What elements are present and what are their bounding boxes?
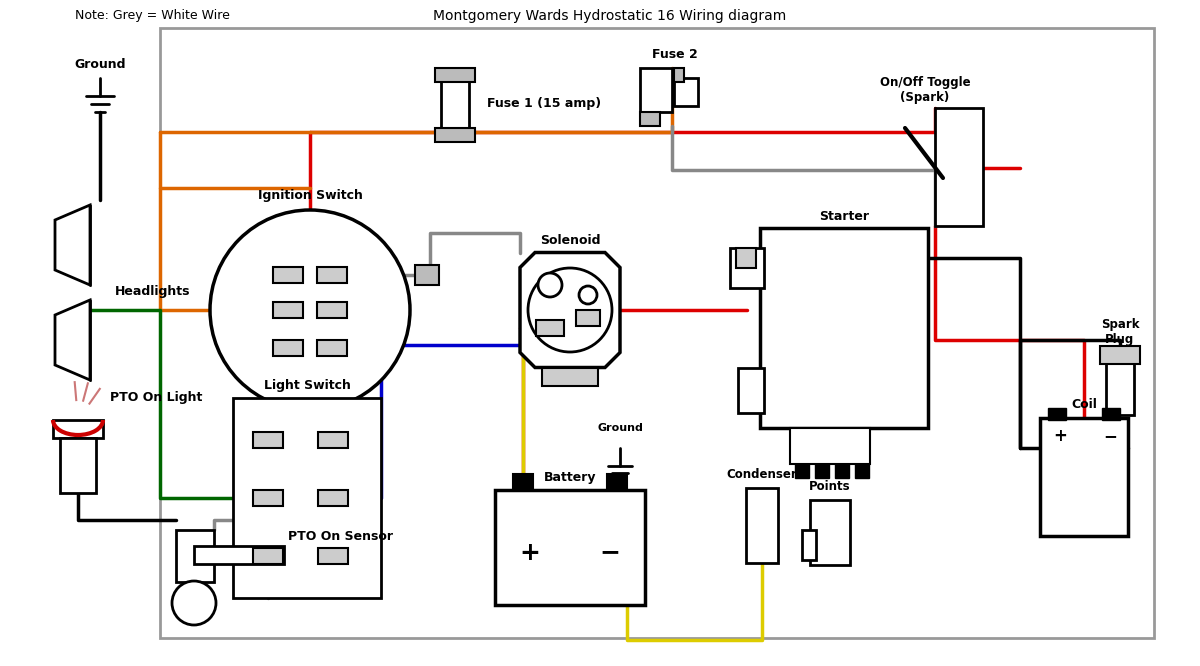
Bar <box>576 310 600 326</box>
Bar <box>760 228 928 428</box>
Bar <box>640 112 660 126</box>
Bar <box>730 248 764 288</box>
Bar <box>815 464 829 478</box>
Bar <box>274 302 302 318</box>
Bar <box>253 432 283 448</box>
Bar <box>935 108 983 226</box>
Text: PTO On Light: PTO On Light <box>110 392 203 404</box>
Text: Montgomery Wards Hydrostatic 16 Wiring diagram: Montgomery Wards Hydrostatic 16 Wiring d… <box>433 9 787 23</box>
Bar <box>60 438 96 493</box>
Text: −: − <box>1103 427 1117 445</box>
Bar <box>802 530 816 560</box>
Bar <box>274 340 302 356</box>
Text: Fuse 2: Fuse 2 <box>652 47 697 61</box>
Bar <box>674 78 698 106</box>
Text: Points: Points <box>809 480 851 492</box>
Text: +: + <box>520 541 540 565</box>
Bar <box>640 68 672 112</box>
Polygon shape <box>520 252 620 368</box>
Bar <box>542 368 598 386</box>
Bar <box>176 530 214 582</box>
Circle shape <box>210 210 410 410</box>
Bar <box>317 267 347 283</box>
Bar <box>738 368 764 413</box>
Bar <box>674 68 684 82</box>
Bar <box>53 420 103 438</box>
Bar <box>536 320 564 336</box>
Text: Light Switch: Light Switch <box>264 380 350 392</box>
Bar <box>442 78 469 128</box>
Text: Condenser: Condenser <box>727 468 797 480</box>
Bar <box>736 248 756 268</box>
Bar <box>274 267 302 283</box>
Bar <box>318 490 348 506</box>
Circle shape <box>172 581 216 625</box>
Bar <box>1102 408 1120 420</box>
Bar <box>810 500 850 565</box>
Bar <box>318 548 348 564</box>
Circle shape <box>580 286 598 304</box>
Bar <box>746 488 778 563</box>
Bar <box>854 464 869 478</box>
Bar <box>1048 408 1066 420</box>
Bar <box>253 490 283 506</box>
Bar <box>607 474 628 490</box>
Polygon shape <box>55 300 90 380</box>
Bar <box>436 68 475 82</box>
Text: Ignition Switch: Ignition Switch <box>258 188 362 202</box>
Bar <box>796 464 809 478</box>
Bar <box>514 474 533 490</box>
Bar <box>317 340 347 356</box>
Bar <box>253 548 283 564</box>
Bar <box>317 302 347 318</box>
Text: Ground: Ground <box>598 423 643 433</box>
Circle shape <box>528 268 612 352</box>
Bar <box>835 464 850 478</box>
Text: Ground: Ground <box>74 59 126 71</box>
Bar <box>436 128 475 142</box>
Text: Fuse 1 (15 amp): Fuse 1 (15 amp) <box>487 97 601 109</box>
Bar <box>790 428 870 464</box>
Circle shape <box>538 273 562 297</box>
Bar <box>318 432 348 448</box>
Text: Solenoid: Solenoid <box>540 234 600 247</box>
Text: Starter: Starter <box>818 210 869 222</box>
Text: Note: Grey = White Wire: Note: Grey = White Wire <box>74 9 230 23</box>
Text: PTO On Sensor: PTO On Sensor <box>288 529 394 543</box>
Bar <box>160 28 1154 638</box>
Polygon shape <box>55 205 90 285</box>
Text: Spark
Plug: Spark Plug <box>1100 318 1139 346</box>
Bar <box>233 398 382 598</box>
Text: On/Off Toggle
(Spark): On/Off Toggle (Spark) <box>880 76 971 104</box>
Text: −: − <box>600 541 620 565</box>
Bar <box>1106 360 1134 415</box>
Bar <box>1100 346 1140 364</box>
Bar <box>194 546 284 564</box>
Text: +: + <box>1054 427 1067 445</box>
Bar <box>496 490 646 605</box>
Bar <box>1040 418 1128 536</box>
Text: Battery: Battery <box>544 472 596 484</box>
Bar <box>415 265 439 285</box>
Text: Coil: Coil <box>1072 398 1097 410</box>
Text: Headlights: Headlights <box>115 286 191 298</box>
